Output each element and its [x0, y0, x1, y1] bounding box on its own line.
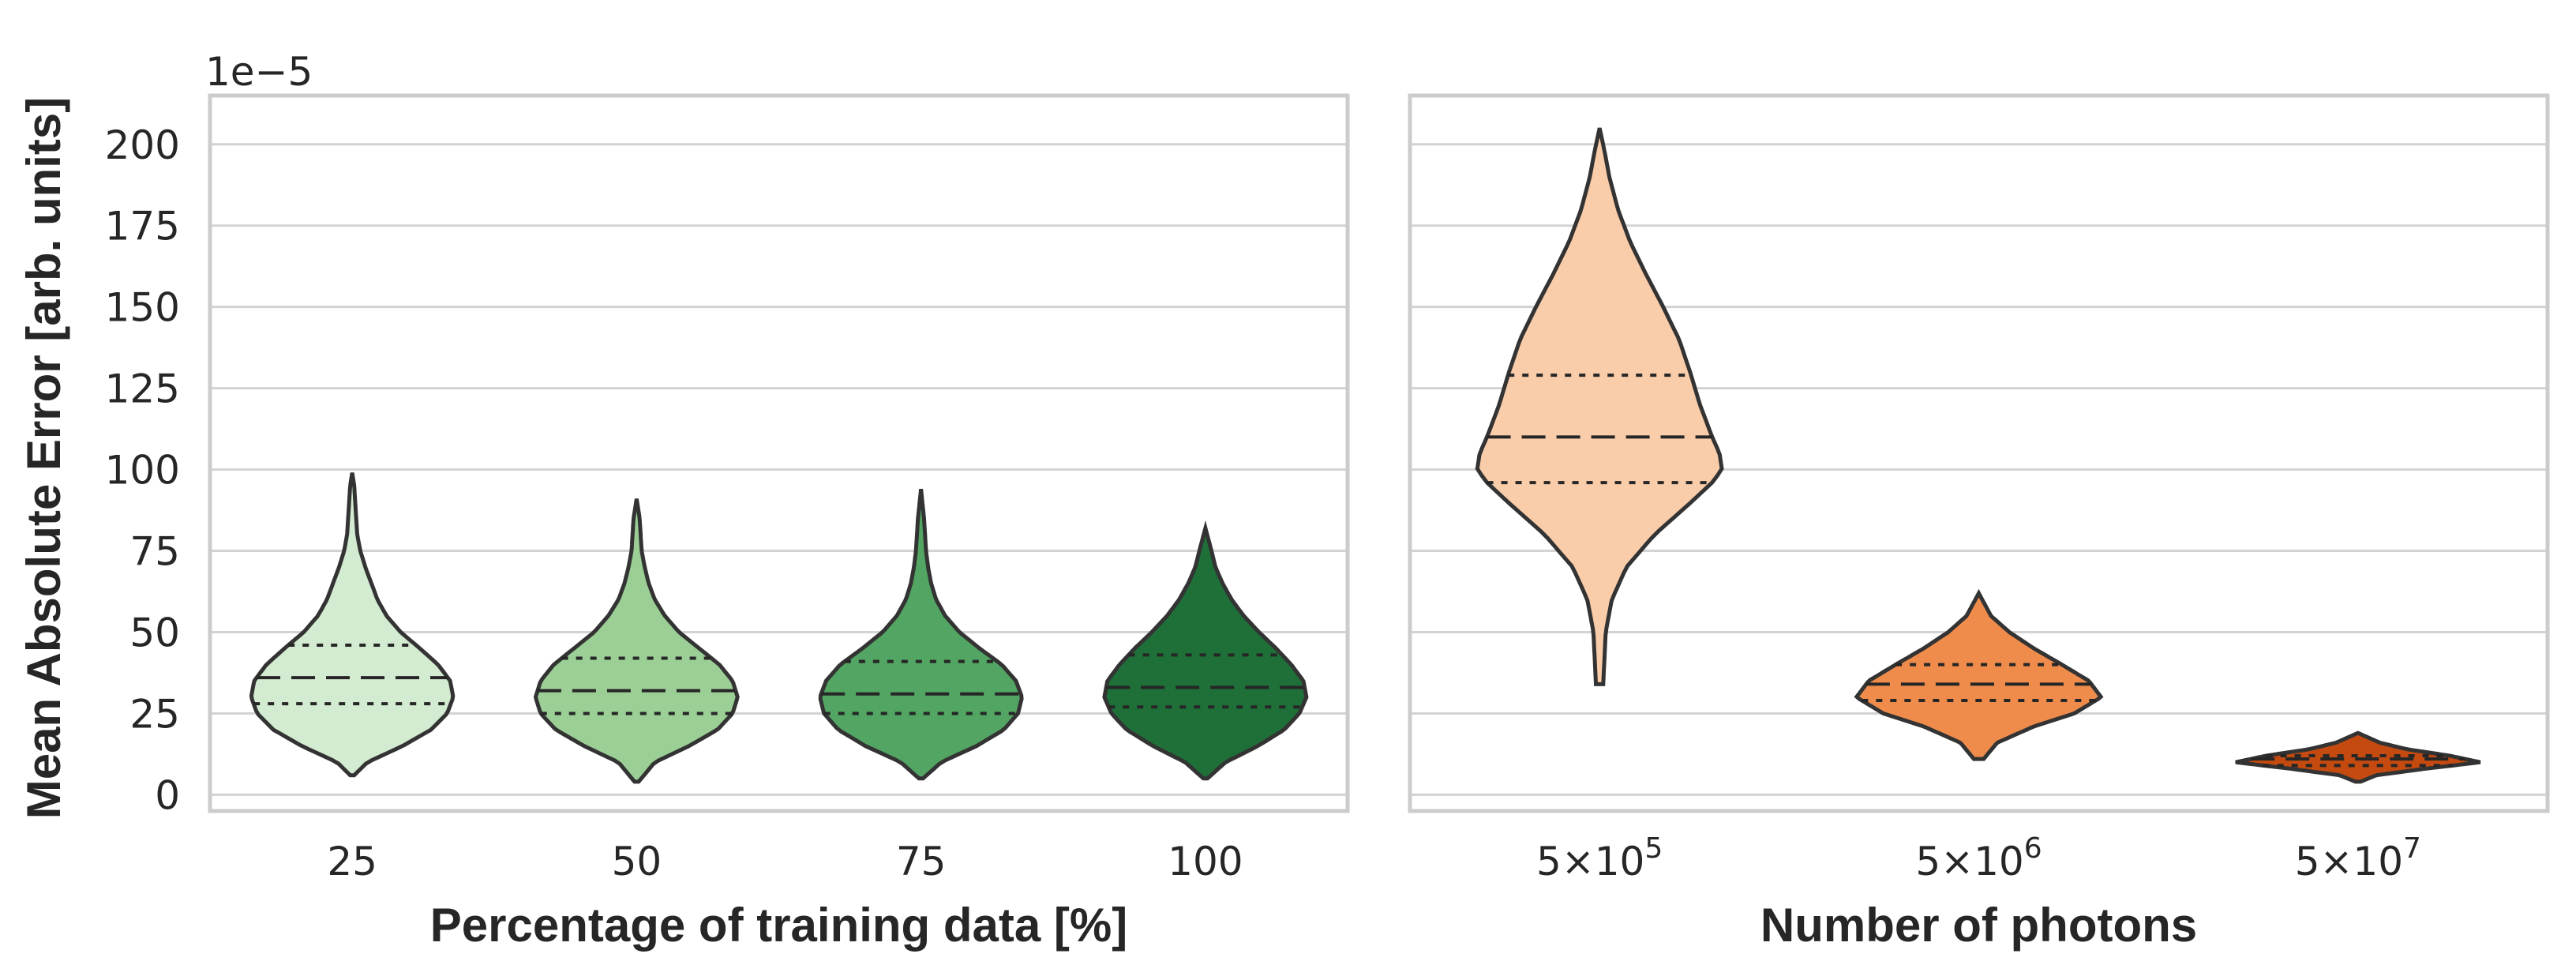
- x-axis-label: Percentage of training data [%]: [430, 899, 1127, 952]
- y-tick-label: 100: [105, 448, 180, 494]
- x-tick-label: 5×106: [1915, 832, 2042, 884]
- panel-training-data: 0 25 50 75 100 125 150 175 200 25 50 75 100 Percentag…: [105, 93, 1350, 952]
- x-tick-label: 25: [327, 839, 377, 884]
- y-tick-label: 0: [155, 772, 180, 818]
- y-tick-label: 150: [105, 285, 180, 331]
- y-tick-label: 200: [105, 122, 180, 168]
- violin-50: [533, 498, 740, 784]
- violin-25: [249, 472, 456, 778]
- violin-75: [818, 489, 1024, 781]
- x-tick-label: 5×107: [2295, 832, 2421, 884]
- y-offset-text: 1e−5: [205, 49, 313, 95]
- y-tick-label: 50: [129, 610, 180, 656]
- axes-frame: [208, 93, 1350, 813]
- x-tick-label: 75: [896, 839, 947, 884]
- y-tick-label: 75: [129, 529, 180, 575]
- violin-5×10^7: [2235, 730, 2481, 784]
- panel-photons: 5×105 5×106 5×107 Number of photons: [1408, 93, 2550, 952]
- violin-100: [1102, 520, 1309, 781]
- x-tick-label: 5×105: [1536, 832, 1663, 884]
- axes-frame: [1408, 93, 2550, 813]
- x-tick-label: 100: [1168, 839, 1243, 884]
- violin-5×10^6: [1854, 588, 2104, 761]
- y-tick-label: 25: [129, 691, 180, 737]
- x-axis-label: Number of photons: [1760, 899, 2197, 952]
- y-tick-label: 175: [105, 204, 180, 250]
- y-axis-label: Mean Absolute Error [arb. units]: [17, 97, 70, 820]
- x-tick-label: 50: [612, 839, 662, 884]
- y-tick-label: 125: [105, 366, 180, 412]
- violin-5×10^5: [1475, 127, 1724, 686]
